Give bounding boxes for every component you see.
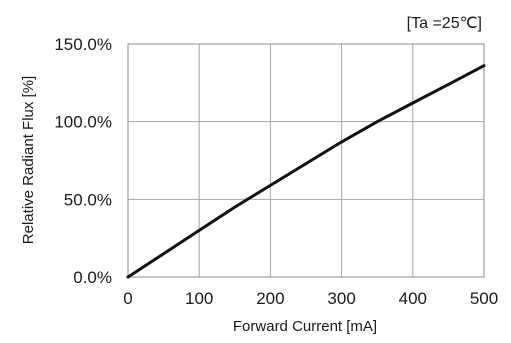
x-tick-label: 300	[327, 289, 355, 308]
x-tick-label: 400	[399, 289, 427, 308]
series-line	[126, 64, 486, 279]
y-tick-label: 0.0%	[73, 268, 112, 287]
y-tick-label: 100.0%	[54, 113, 112, 132]
x-tick-label: 100	[185, 289, 213, 308]
condition-label: [Ta =25℃]	[407, 15, 482, 32]
x-axis-ticks: 0 100 200 300 400 500	[123, 289, 498, 308]
plot-area-frame	[127, 43, 485, 278]
x-tick-label: 200	[256, 289, 284, 308]
y-axis-ticks: 0.0% 50.0% 100.0% 150.0%	[54, 35, 112, 287]
x-tick-label: 0	[123, 289, 132, 308]
y-tick-label: 50.0%	[64, 190, 112, 209]
y-tick-label: 150.0%	[54, 35, 112, 54]
y-axis-title: Relative Radiant Flux [%]	[20, 76, 37, 244]
x-axis-title: Forward Current [mA]	[233, 318, 377, 335]
x-tick-label: 500	[470, 289, 498, 308]
